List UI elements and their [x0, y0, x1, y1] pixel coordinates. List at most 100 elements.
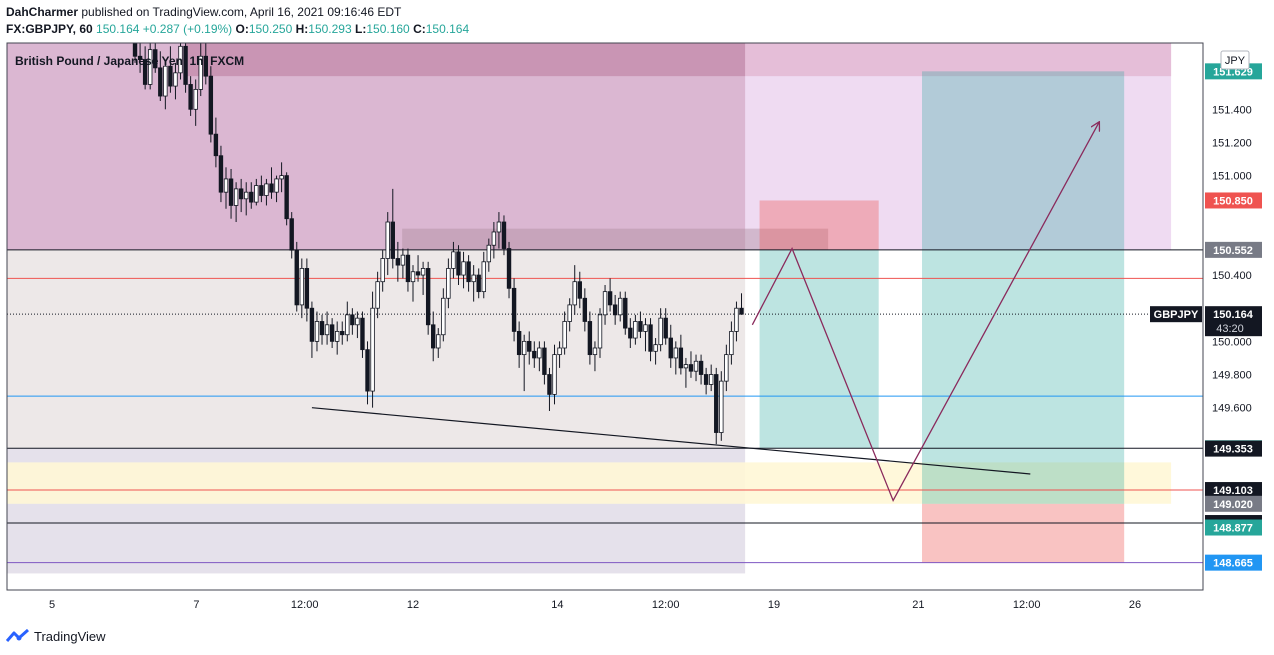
candle-body [431, 324, 436, 349]
candle-body [385, 221, 390, 259]
candle-body [142, 59, 148, 85]
price-label-text: 149.353 [1213, 444, 1253, 456]
candle-body [734, 307, 739, 332]
trendline [311, 407, 1031, 475]
position-stop-zone [759, 200, 879, 250]
candle-body [486, 244, 492, 263]
candle-body [643, 324, 648, 332]
price-label-text: 148.877 [1213, 523, 1253, 535]
last-price: 150.164 [96, 22, 140, 36]
candle-body [319, 321, 325, 336]
price-label-bg [1205, 482, 1262, 499]
candle-body [324, 324, 330, 336]
zone-rect [7, 43, 746, 250]
candle-body [607, 291, 613, 306]
candle-body [425, 268, 431, 326]
candle-body [618, 297, 623, 316]
candle-body [355, 317, 360, 326]
candle-body [648, 324, 653, 352]
projection-path [751, 123, 1099, 503]
price-label-bg [1205, 554, 1262, 571]
price-label-text: 149.020 [1213, 499, 1253, 511]
zone-rect [745, 43, 1172, 77]
candle-body [628, 327, 633, 339]
candle-body [279, 175, 284, 180]
x-tick-label: 26 [1129, 599, 1141, 611]
candle-body [183, 45, 188, 85]
price-label-bg [1205, 440, 1262, 457]
candle-body [395, 258, 401, 266]
price-label-text: 148.665 [1213, 558, 1253, 570]
candle-body [228, 178, 234, 206]
x-tick-label: 12 [407, 599, 419, 611]
price-label-text: 149.103 [1213, 485, 1253, 497]
candle-body [532, 350, 537, 359]
candle-body [698, 360, 704, 375]
candle-body [329, 324, 335, 342]
high-value: 150.293 [308, 22, 352, 36]
candle-body [491, 231, 497, 246]
author-name[interactable]: DahCharmer [6, 5, 79, 19]
y-tick-label: 151.200 [1212, 137, 1252, 149]
currency-badge[interactable]: JPY [1220, 50, 1250, 70]
candle-body [552, 354, 557, 395]
candle-body [244, 191, 249, 200]
candle-body [476, 274, 481, 293]
y-tick-label: 150.000 [1212, 336, 1252, 348]
plot-area[interactable] [0, 0, 1203, 574]
candle-body [153, 49, 158, 69]
candle-body [456, 251, 461, 276]
candle-body [168, 65, 173, 87]
candle-body [653, 344, 658, 352]
candle-body [542, 347, 547, 375]
candle-body [638, 321, 643, 332]
tradingview-logo[interactable]: TradingView [6, 628, 106, 644]
current-price-text: 150.164 [1213, 309, 1254, 321]
x-tick-label: 5 [49, 599, 55, 611]
candle-body [198, 55, 203, 90]
published-text: published on TradingView.com, April 16, … [81, 5, 402, 19]
candle-body [213, 133, 219, 157]
candle-body [405, 254, 411, 283]
candle-body [633, 321, 638, 339]
y-tick-label: 149.600 [1212, 403, 1252, 415]
candle-body [577, 281, 582, 299]
candle-body [708, 374, 714, 385]
candle-body [294, 249, 299, 306]
publish-info: DahCharmer published on TradingView.com,… [6, 5, 401, 19]
price-labels: 151.629150.850150.552149.355149.353149.1… [1150, 63, 1262, 571]
candle-body [304, 268, 310, 309]
price-label-text: 150.552 [1213, 245, 1253, 257]
candle-body [461, 261, 466, 276]
candle-body [436, 334, 441, 349]
low-label: L: [355, 22, 367, 36]
candle-body [188, 84, 193, 110]
candle-body [390, 221, 395, 259]
candle-body [147, 49, 153, 85]
x-tick-label: 21 [912, 599, 924, 611]
candle-body [223, 178, 229, 193]
candle-body [137, 55, 143, 60]
candle-body [668, 337, 673, 359]
candle-body [314, 321, 320, 342]
candle-body [420, 268, 426, 276]
candle-body [673, 347, 679, 359]
low-value: 150.160 [366, 22, 410, 36]
candle-body [254, 185, 259, 203]
candle-body [527, 340, 532, 352]
open-label: O: [235, 22, 249, 36]
candle-body [218, 155, 224, 193]
candle-body [481, 261, 486, 293]
close-value: 150.164 [425, 22, 470, 36]
current-symbol-bg [1150, 306, 1202, 323]
candle-body [612, 304, 618, 316]
candle-body [688, 364, 694, 372]
candle-body [496, 221, 502, 233]
plot-border [6, 42, 1204, 591]
candle-body [132, 43, 138, 57]
candle-body [203, 55, 208, 77]
candle-body [521, 340, 527, 356]
candle-body [511, 287, 517, 332]
candle-body [193, 89, 198, 110]
